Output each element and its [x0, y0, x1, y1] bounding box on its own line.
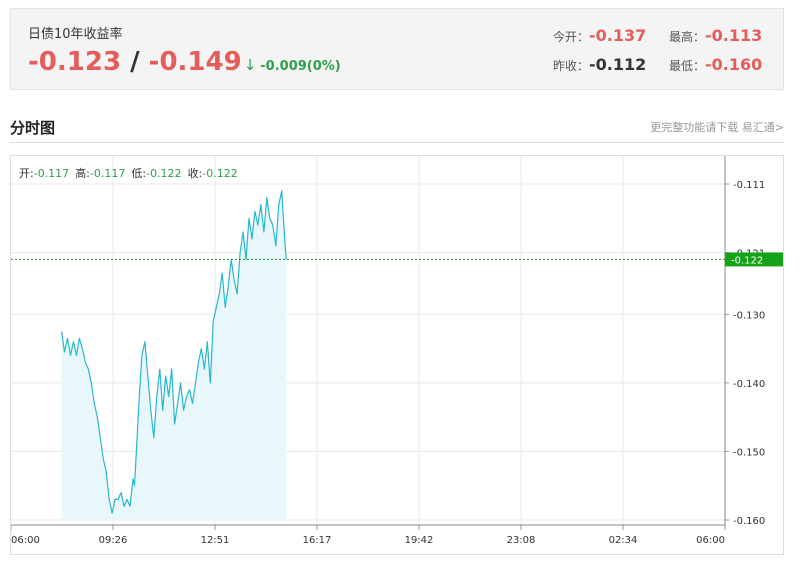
- y-tick-label: -0.160: [733, 516, 765, 527]
- high-value: -0.113: [705, 26, 763, 45]
- chart-canvas: 06:00 09:26 12:51 16:17 19:42 23:08 02:34 06:00…: [11, 156, 783, 546]
- series-area: [61, 190, 287, 520]
- x-tick-label: 02:34: [609, 535, 638, 546]
- open-value: -0.137: [589, 26, 647, 45]
- section-title: 分时图: [10, 119, 56, 137]
- ohlc-high-value: -0.117: [89, 167, 126, 180]
- x-tick-label: 06:00: [11, 535, 40, 546]
- ohlc-summary: 开:-0.117 高:-0.117 低:-0.122 收:-0.122: [19, 165, 238, 181]
- section-divider: [10, 142, 784, 143]
- low-stat: 最低：-0.160: [669, 55, 762, 74]
- prev-close-value: -0.112: [589, 55, 647, 74]
- high-stat: 最高：-0.113: [669, 26, 762, 45]
- high-label: 最高：: [669, 30, 706, 44]
- ohlc-high-label: 高:: [75, 167, 90, 180]
- quote-panel: 日债10年收益率 -0.123 / -0.149 ↓ -0.009(0%) 今开：-…: [10, 8, 784, 90]
- current-value-label: -0.122: [731, 255, 763, 266]
- ohlc-close-value: -0.122: [202, 167, 238, 180]
- prev-close-label: 昨收：: [553, 59, 590, 73]
- x-tick-label: 06:00: [696, 535, 725, 546]
- series-line: [61, 190, 287, 514]
- x-tick-label: 23:08: [507, 535, 536, 546]
- x-tick-label: 16:17: [303, 535, 332, 546]
- y-tick-label: -0.140: [733, 379, 765, 390]
- open-stat: 今开：-0.137: [553, 26, 646, 45]
- low-label: 最低：: [669, 59, 706, 73]
- download-app-link[interactable]: 更完整功能请下载 易汇通>: [650, 121, 784, 134]
- price-separator: /: [130, 47, 140, 77]
- instrument-name: 日债10年收益率: [28, 27, 123, 42]
- y-tick-label: -0.111: [733, 180, 765, 191]
- intraday-chart[interactable]: 06:00 09:26 12:51 16:17 19:42 23:08 02:34 06:00…: [10, 155, 784, 555]
- open-label: 今开：: [553, 30, 590, 44]
- ohlc-open-value: -0.117: [33, 167, 70, 180]
- current-price: -0.123: [28, 47, 122, 77]
- y-tick-label: -0.150: [733, 447, 765, 458]
- y-tick-label: -0.130: [733, 310, 765, 321]
- low-value: -0.160: [705, 55, 763, 74]
- ohlc-low-value: -0.122: [146, 167, 182, 180]
- ohlc-close-label: 收:: [187, 167, 203, 180]
- price-line: -0.123 / -0.149 ↓ -0.009(0%): [28, 47, 341, 77]
- prev-close-stat: 昨收：-0.112: [553, 55, 646, 74]
- ohlc-open-label: 开:: [19, 167, 34, 180]
- x-tick-label: 12:51: [201, 535, 230, 546]
- down-arrow-icon: ↓: [243, 56, 257, 74]
- price-change: -0.009(0%): [260, 59, 341, 74]
- ohlc-low-label: 低:: [131, 167, 147, 180]
- x-tick-label: 09:26: [99, 535, 128, 546]
- x-tick-label: 19:42: [405, 535, 434, 546]
- current-value-tag: [725, 252, 783, 267]
- alt-price: -0.149: [148, 47, 242, 77]
